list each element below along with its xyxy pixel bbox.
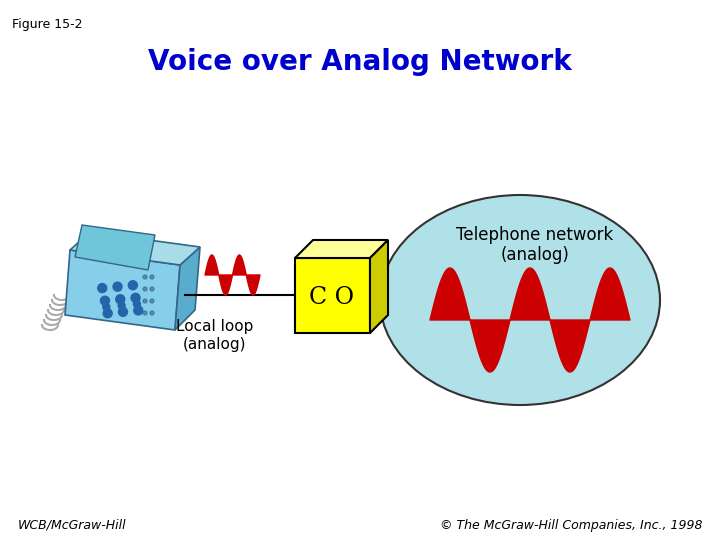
Text: Figure 15-2: Figure 15-2 xyxy=(12,18,83,31)
Text: Voice over Analog Network: Voice over Analog Network xyxy=(148,48,572,76)
Polygon shape xyxy=(70,232,200,265)
Circle shape xyxy=(133,301,140,308)
Circle shape xyxy=(150,275,154,279)
Text: (analog): (analog) xyxy=(184,338,247,353)
Circle shape xyxy=(143,299,147,303)
Ellipse shape xyxy=(380,195,660,405)
Circle shape xyxy=(101,296,109,305)
Polygon shape xyxy=(65,250,180,330)
Polygon shape xyxy=(75,225,155,270)
Circle shape xyxy=(103,309,112,318)
Polygon shape xyxy=(175,247,200,330)
Text: C O: C O xyxy=(310,286,354,308)
Circle shape xyxy=(116,295,125,304)
Text: Local loop: Local loop xyxy=(176,320,253,334)
Circle shape xyxy=(131,293,140,302)
Circle shape xyxy=(150,287,154,291)
Polygon shape xyxy=(370,240,388,333)
Circle shape xyxy=(150,299,154,303)
Circle shape xyxy=(143,275,147,279)
Circle shape xyxy=(103,303,109,310)
Circle shape xyxy=(134,306,143,315)
Circle shape xyxy=(98,284,107,293)
Text: (analog): (analog) xyxy=(500,246,570,264)
Circle shape xyxy=(150,311,154,315)
Bar xyxy=(295,258,370,333)
Circle shape xyxy=(143,311,147,315)
Text: Telephone network: Telephone network xyxy=(456,226,613,244)
Circle shape xyxy=(128,281,138,290)
Circle shape xyxy=(143,287,147,291)
Circle shape xyxy=(119,307,127,316)
Circle shape xyxy=(118,302,125,309)
Polygon shape xyxy=(295,240,388,258)
Text: © The McGraw-Hill Companies, Inc., 1998: © The McGraw-Hill Companies, Inc., 1998 xyxy=(439,518,702,531)
Text: WCB/McGraw-Hill: WCB/McGraw-Hill xyxy=(18,518,127,531)
Circle shape xyxy=(113,282,122,291)
